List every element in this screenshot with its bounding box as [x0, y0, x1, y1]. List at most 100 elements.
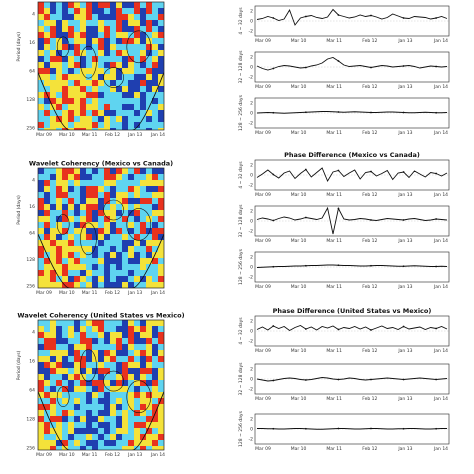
wavelet-cell [116, 368, 123, 375]
wavelet-cell [116, 276, 123, 283]
wavelet-cell [86, 332, 93, 339]
wavelet-cell [116, 416, 123, 423]
wavelet-cell [110, 116, 117, 123]
wavelet-cell [140, 14, 147, 21]
wavelet-cell [62, 80, 69, 87]
wavelet-cell [110, 174, 117, 181]
wavelet-cell [134, 440, 141, 447]
wavelet-cell [152, 350, 159, 357]
wavelet-cell [152, 216, 159, 223]
wavelet-cell [116, 14, 123, 21]
wavelet-cell [98, 240, 105, 247]
wavelet-cell [92, 104, 99, 111]
wavelet-cell [68, 428, 75, 435]
wavelet-cell [74, 210, 81, 217]
wavelet-cell [116, 50, 123, 57]
wavelet-cell [98, 8, 105, 15]
wavelet-cell [98, 398, 105, 405]
wavelet-cell [62, 74, 69, 81]
wavelet-cell [116, 128, 123, 130]
wavelet-cell [56, 440, 63, 447]
wavelet-cell [152, 434, 159, 441]
wavelet-cell [74, 428, 81, 435]
significance-contour [80, 349, 97, 382]
wavelet-cell [56, 404, 63, 411]
wavelet-cell [134, 50, 141, 57]
wavelet-cell [44, 428, 51, 435]
wavelet-cell [68, 338, 75, 345]
wavelet-cell [140, 56, 147, 63]
wavelet-cell [158, 180, 164, 187]
wavelet-cell [134, 62, 141, 69]
series-point [402, 219, 405, 221]
wavelet-cell [104, 86, 111, 93]
wavelet-cell [44, 338, 51, 345]
wavelet-cell [38, 192, 45, 199]
wavelet-cell [38, 374, 45, 381]
series-ytick: 2 [250, 101, 253, 107]
wavelet-cell [44, 362, 51, 369]
wavelet-cell [62, 326, 69, 333]
wavelet-cell [56, 332, 63, 339]
wavelet-cell [104, 50, 111, 57]
wavelet-cell [134, 38, 141, 45]
wavelet-cell [80, 128, 87, 130]
wavelet-cell [86, 168, 93, 175]
wavelet-cell [44, 32, 51, 39]
wavelet-cell [140, 80, 147, 87]
wavelet-cell [92, 446, 99, 450]
wavelet-cell [68, 258, 75, 265]
wavelet-xtick: Mar 09 [36, 132, 52, 138]
wavelet-cell [86, 122, 93, 129]
wavelet-ytick: 256 [26, 284, 35, 290]
wavelet-cell [86, 282, 93, 288]
wavelet-cell [74, 374, 81, 381]
wavelet-cell [74, 404, 81, 411]
wavelet-cell [128, 98, 135, 105]
series-xtick: Mar 11 [326, 284, 342, 290]
series-xtick: Mar 10 [291, 38, 307, 44]
wavelet-cell [140, 62, 147, 69]
wavelet-cell [86, 276, 93, 283]
wavelet-cell [62, 180, 69, 187]
wavelet-cell [116, 86, 123, 93]
wavelet-cell [68, 410, 75, 417]
series-point [304, 66, 307, 69]
wavelet-cell [98, 422, 105, 429]
wavelet-cell [86, 338, 93, 345]
wavelet-cell [146, 368, 153, 375]
wavelet-cell [56, 32, 63, 39]
wavelet-cell [44, 104, 51, 111]
wavelet-cell [74, 332, 81, 339]
wavelet-cell [104, 204, 111, 211]
wavelet-cell [110, 210, 117, 217]
wavelet-cell [86, 116, 93, 123]
wavelet-cell [128, 240, 135, 247]
wavelet-cell [110, 350, 117, 357]
wavelet-cell [62, 86, 69, 93]
wavelet-cell [86, 68, 93, 75]
wavelet-cell [110, 20, 117, 27]
wavelet-cell [74, 350, 81, 357]
wavelet-cell [128, 116, 135, 123]
wavelet-cell [68, 168, 75, 175]
wavelet-cell [56, 98, 63, 105]
wavelet-cell [44, 270, 51, 277]
wavelet-cell [44, 14, 51, 21]
wavelet-cell [128, 26, 135, 33]
wavelet-cell [56, 320, 63, 327]
wavelet-cell [38, 332, 45, 339]
wavelet-cell [152, 174, 159, 181]
wavelet-ytick: 128 [26, 257, 35, 263]
wavelet-cell [92, 92, 99, 99]
wavelet-cell [68, 192, 75, 199]
wavelet-cell [122, 258, 129, 265]
wavelet-cell [104, 428, 111, 435]
wavelet-cell [62, 270, 69, 277]
wavelet-cell [116, 332, 123, 339]
wavelet-cell [80, 8, 87, 15]
wavelet-cell [104, 186, 111, 193]
wavelet-cell [116, 210, 123, 217]
wavelet-cell [152, 428, 159, 435]
